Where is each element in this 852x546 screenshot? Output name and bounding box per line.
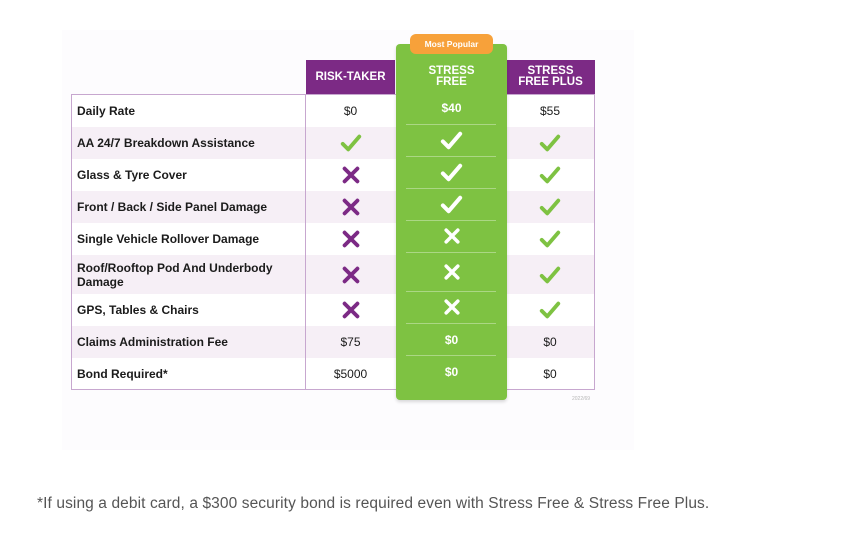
cross-icon <box>396 252 507 291</box>
row-label: Glass & Tyre Cover <box>77 168 187 182</box>
row-separator <box>406 188 496 189</box>
row-label: Single Vehicle Rollover Damage <box>77 232 260 246</box>
table-row: Roof/Rooftop Pod And Underbody Damage <box>72 255 594 294</box>
header-stress-free-plus: STRESS FREE PLUS <box>506 60 595 94</box>
table-row: GPS, Tables & Chairs <box>72 294 594 326</box>
footnote: *If using a debit card, a $300 security … <box>37 495 710 512</box>
row-label: Front / Back / Side Panel Damage <box>77 200 268 214</box>
cross-icon <box>306 159 395 191</box>
cell-value: $0 <box>444 333 459 347</box>
row-separator <box>406 291 496 292</box>
row-label: Claims Administration Fee <box>77 335 228 349</box>
cross-icon <box>306 191 395 223</box>
cross-icon <box>396 291 507 323</box>
check-icon <box>396 188 507 220</box>
cross-icon <box>396 220 507 252</box>
row-label: AA 24/7 Breakdown Assistance <box>77 136 255 150</box>
cell-value: $55 <box>539 104 561 118</box>
cell-value: $40 <box>441 101 462 115</box>
check-icon <box>506 294 594 326</box>
image-stamp: 2022/69 <box>572 396 591 402</box>
check-icon <box>506 191 594 223</box>
cell-value: $0 <box>543 335 557 349</box>
row-separator <box>406 220 496 221</box>
table-row: Front / Back / Side Panel Damage <box>72 191 594 223</box>
header-risk-taker: RISK-TAKER <box>306 60 395 94</box>
header-stress-free: STRESS FREE <box>428 65 475 88</box>
row-separator <box>406 156 496 157</box>
check-icon <box>306 127 395 159</box>
row-label: Roof/Rooftop Pod And Underbody Damage <box>77 260 273 289</box>
table-row: Daily Rate $0 $55 <box>72 95 594 127</box>
row-separator <box>406 323 496 324</box>
cell-value: $5000 <box>333 367 368 381</box>
cell-value: $0 <box>543 367 557 381</box>
table-row: Glass & Tyre Cover <box>72 159 594 191</box>
column-divider <box>305 94 306 390</box>
row-label: Bond Required* <box>77 367 168 381</box>
row-separator <box>406 124 496 125</box>
table-row: Claims Administration Fee $75 $0 <box>72 326 594 358</box>
stress-free-column <box>396 44 507 400</box>
row-separator <box>406 252 496 253</box>
table-row: AA 24/7 Breakdown Assistance <box>72 127 594 159</box>
check-icon <box>506 223 594 255</box>
row-separator <box>406 355 496 356</box>
check-icon <box>396 124 507 156</box>
cross-icon <box>306 294 395 326</box>
most-popular-badge: Most Popular <box>410 34 493 54</box>
check-icon <box>506 127 594 159</box>
table-row: Bond Required* $5000 $0 <box>72 358 594 390</box>
check-icon <box>506 159 594 191</box>
check-icon <box>506 255 594 294</box>
cell-value: $0 <box>343 104 358 118</box>
row-label: GPS, Tables & Chairs <box>77 303 199 317</box>
row-label: Daily Rate <box>77 104 136 118</box>
cross-icon <box>306 223 395 255</box>
check-icon <box>396 156 507 188</box>
cell-value: $0 <box>444 365 459 379</box>
table-row: Single Vehicle Rollover Damage <box>72 223 594 255</box>
cell-value: $75 <box>340 335 361 349</box>
cross-icon <box>306 255 395 294</box>
